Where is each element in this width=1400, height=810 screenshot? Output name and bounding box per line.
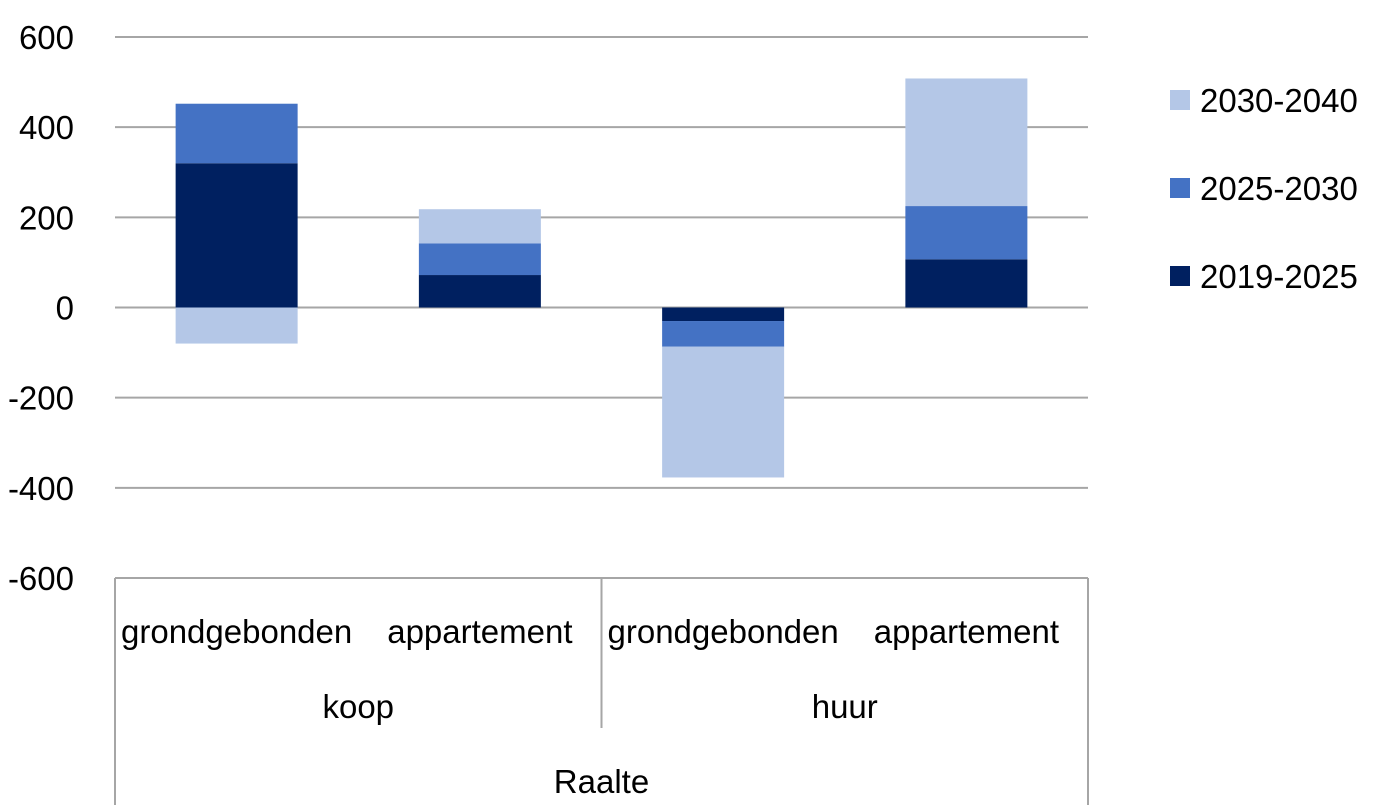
legend-label: 2025-2030 xyxy=(1200,170,1358,207)
bar-segment-2025-2030 xyxy=(662,321,785,347)
axis-labels: 600 400 200 0 -200 -400 -600 xyxy=(8,19,74,597)
legend-swatch xyxy=(1170,178,1190,198)
y-tick-label: 600 xyxy=(19,19,74,56)
x-tick-label: grondgebonden xyxy=(121,613,352,650)
y-tick-label: -400 xyxy=(8,470,74,507)
bar-segment-2030-2040 xyxy=(175,307,298,344)
bars xyxy=(175,78,1028,478)
region-label: Raalte xyxy=(554,763,649,800)
y-tick-label: 200 xyxy=(19,199,74,236)
y-tick-label: 400 xyxy=(19,109,74,146)
bar-segment-2025-2030 xyxy=(175,103,298,164)
y-tick-label: -600 xyxy=(8,560,74,597)
legend-swatch xyxy=(1170,266,1190,286)
category-axis: grondgebonden appartement grondgebonden app… xyxy=(114,577,1089,805)
bar-segment-2030-2040 xyxy=(662,346,785,478)
x-tick-label: appartement xyxy=(387,613,572,650)
legend-swatch xyxy=(1170,90,1190,110)
y-tick-label: -200 xyxy=(8,380,74,417)
x-tick-label: grondgebonden xyxy=(608,613,839,650)
legend-label: 2019-2025 xyxy=(1200,258,1358,295)
bar-segment-2025-2030 xyxy=(418,243,541,276)
bar-segment-2030-2040 xyxy=(418,209,541,244)
legend: 2030-2040 2025-2030 2019-2025 xyxy=(1170,82,1358,295)
bar-segment-2019-2025 xyxy=(418,275,541,308)
group-label: huur xyxy=(812,688,878,725)
bar-segment-2019-2025 xyxy=(662,307,785,322)
y-tick-label: 0 xyxy=(56,290,74,327)
x-tick-label: appartement xyxy=(874,613,1059,650)
bar-segment-2030-2040 xyxy=(905,78,1028,207)
legend-label: 2030-2040 xyxy=(1200,82,1358,119)
bar-segment-2025-2030 xyxy=(905,206,1028,260)
bar-segment-2019-2025 xyxy=(175,163,298,308)
group-label: koop xyxy=(322,688,394,725)
bar-segment-2019-2025 xyxy=(905,259,1028,308)
